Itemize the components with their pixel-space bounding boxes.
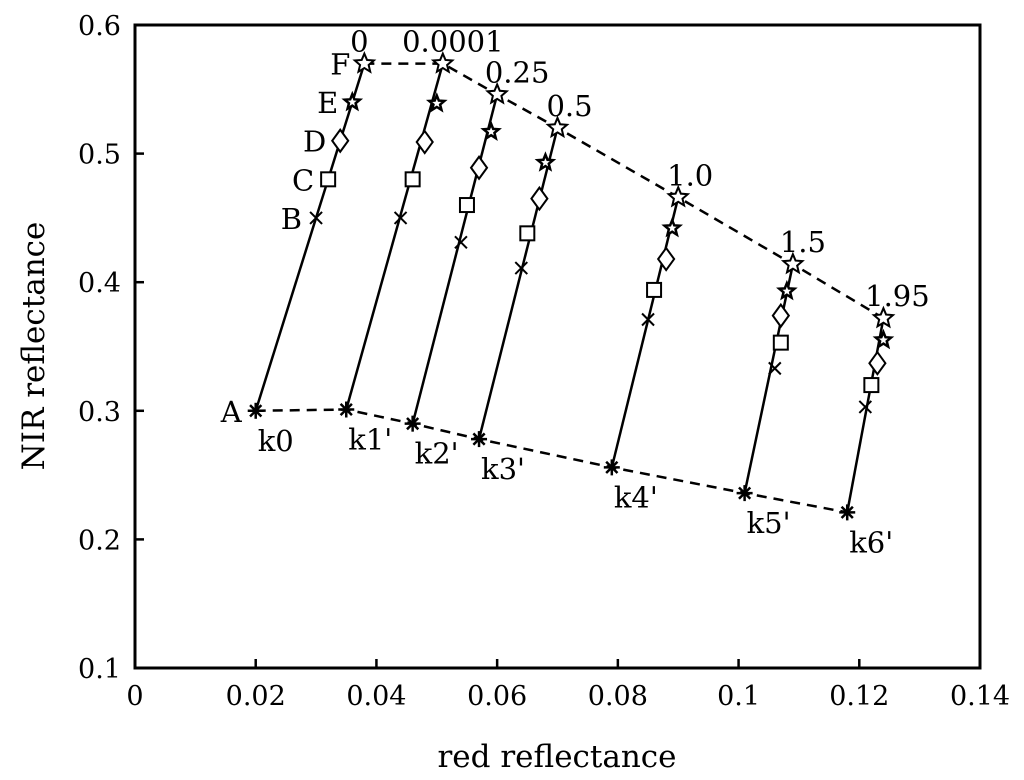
- marker-star-open: [485, 81, 510, 105]
- marker-star-open: [780, 251, 805, 275]
- series-bottom-label: k4': [614, 480, 658, 514]
- x-tick-label: 0.08: [588, 681, 648, 712]
- series-line: [743, 263, 795, 494]
- y-axis-label: NIR reflectance: [16, 222, 52, 471]
- x-tick-label: 0.14: [950, 681, 1010, 712]
- y-tick-label: 0.2: [78, 525, 121, 556]
- series-line: [411, 94, 499, 424]
- x-tick-label: 0.06: [467, 681, 527, 712]
- marker-star-small: [341, 90, 364, 112]
- x-axis-label: red reflectance: [437, 739, 676, 775]
- series-bottom-label: k3': [481, 452, 525, 486]
- marker-diamond: [469, 155, 489, 181]
- marker-cross: [641, 312, 655, 327]
- marker-cross: [858, 400, 873, 414]
- marker-diamond: [530, 185, 549, 212]
- ticks: 0 0.02 0.04 0.06 0.08 0.1 0.12 0.14 0.1 0.2 0.3 0.4…: [78, 11, 1010, 712]
- marker-cross: [454, 235, 468, 250]
- marker-star-small: [425, 92, 448, 113]
- marker-asterisk: [736, 485, 753, 502]
- marker-star-small: [534, 151, 557, 172]
- point-label-a: A: [220, 395, 243, 429]
- marker-asterisk: [603, 459, 620, 476]
- x-tick-label: 0.12: [829, 681, 889, 712]
- marker-star-open: [666, 184, 691, 208]
- marker-diamond: [868, 350, 887, 376]
- series-top-label: 0.5: [546, 89, 592, 123]
- series-bottom-label: k2': [415, 437, 459, 471]
- marker-diamond: [415, 129, 434, 155]
- y-tick-label: 0.5: [78, 140, 121, 171]
- marker-square: [772, 334, 789, 351]
- marker-star-open: [352, 50, 377, 74]
- marker-diamond: [330, 128, 350, 154]
- series-top-label: 1.0: [667, 158, 713, 192]
- y-tick-label: 0.3: [78, 397, 121, 428]
- series-bottom-label: k1': [348, 423, 392, 457]
- series-line: [254, 63, 366, 412]
- x-tick-label: 0.04: [346, 681, 406, 712]
- marker-cross: [309, 211, 323, 225]
- point-label-f: F: [330, 48, 350, 82]
- series-top-label: 0.0001: [402, 25, 503, 59]
- marker-asterisk: [471, 431, 488, 448]
- marker-diamond: [771, 302, 791, 329]
- point-label-d: D: [303, 125, 326, 159]
- y-tick-label: 0.6: [78, 11, 121, 42]
- marker-cross: [514, 261, 528, 275]
- plot-frame: [133, 23, 982, 670]
- marker-star-open: [545, 115, 570, 139]
- y-tick-label: 0.1: [78, 654, 121, 685]
- series-line: [477, 127, 559, 440]
- marker-asterisk: [247, 402, 264, 419]
- marker-square: [404, 171, 421, 188]
- series-line: [610, 197, 680, 468]
- markers: [247, 50, 896, 521]
- marker-cross: [393, 211, 408, 225]
- series-bottom-label: k6': [849, 525, 893, 559]
- point-label-b: B: [281, 202, 302, 236]
- series-bottom-label: k0: [258, 424, 294, 458]
- marker-star-open: [430, 50, 455, 74]
- x-tick-label: 0: [126, 681, 143, 712]
- point-label-e: E: [317, 86, 338, 120]
- marker-square: [863, 377, 880, 394]
- marker-star-small: [661, 216, 684, 238]
- marker-cross: [768, 361, 782, 376]
- series-top-label: 0.25: [485, 55, 550, 89]
- marker-star-small: [872, 328, 895, 350]
- series-top-label: 1.5: [780, 225, 826, 259]
- marker-square: [519, 225, 536, 242]
- marker-diamond: [656, 246, 676, 272]
- series-bottom-label: k5': [747, 506, 791, 540]
- series-lines: [254, 63, 885, 513]
- marker-square: [458, 197, 475, 214]
- x-tick-label: 0.1: [717, 681, 760, 712]
- series-line: [345, 63, 445, 410]
- marker-star-small: [480, 120, 502, 141]
- marker-square: [320, 171, 337, 188]
- x-tick-label: 0.02: [226, 681, 286, 712]
- marker-star-small: [776, 279, 798, 301]
- series-top-label: 1.95: [865, 279, 930, 313]
- marker-asterisk: [338, 401, 355, 418]
- y-tick-label: 0.4: [78, 268, 121, 299]
- marker-star-open: [871, 305, 896, 329]
- point-label-c: C: [292, 163, 314, 197]
- series-top-label: 0: [350, 25, 368, 59]
- marker-square: [646, 281, 663, 298]
- marker-asterisk: [839, 504, 856, 521]
- marker-asterisk: [404, 415, 421, 432]
